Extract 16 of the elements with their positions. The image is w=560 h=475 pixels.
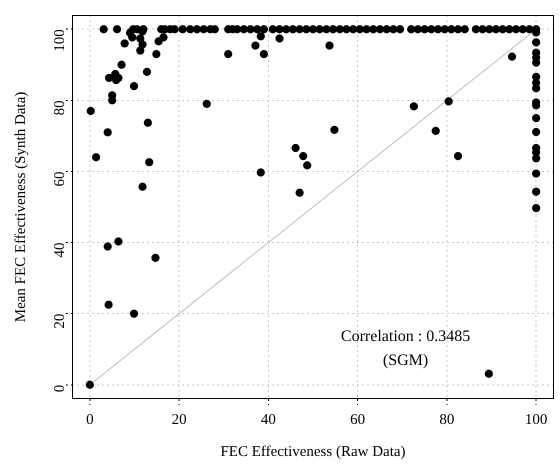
x-tick-label: 40 [260, 412, 276, 428]
y-tick-label: 40 [52, 242, 68, 258]
annotation: Correlation : 0.3485 [340, 328, 470, 346]
y-tick-label: 60 [52, 171, 68, 186]
x-axis-title: FEC Effectiveness (Raw Data) [220, 444, 406, 460]
y-tick-label: 100 [52, 29, 68, 52]
annotation: (SGM) [382, 352, 428, 370]
y-tick-label: 20 [52, 314, 68, 329]
x-tick-label: 80 [439, 412, 454, 428]
y-axis-title: Mean FEC Effectiveness (Synth Data) [12, 92, 29, 322]
y-tick-label: 0 [52, 384, 68, 392]
x-tick-label: 60 [350, 412, 366, 428]
y-tick-label: 80 [52, 100, 68, 116]
x-tick-label: 0 [86, 412, 94, 428]
x-tick-label: 100 [524, 412, 548, 428]
x-tick-label: 20 [172, 412, 187, 428]
